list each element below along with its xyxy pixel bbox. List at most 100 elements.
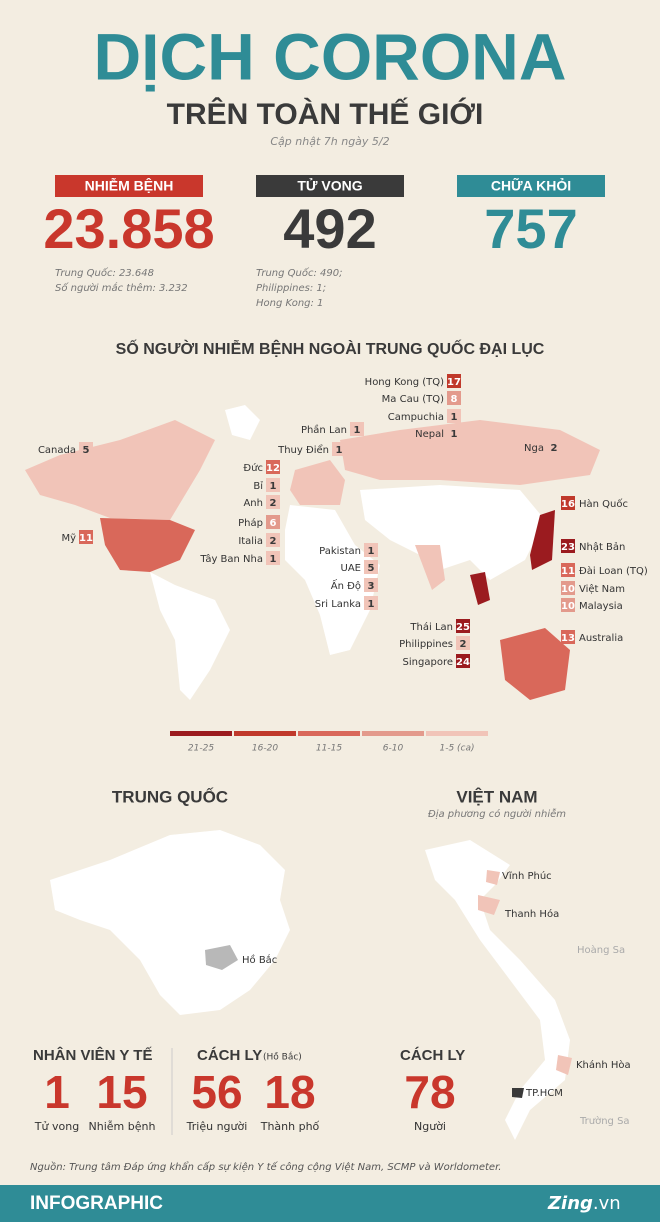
title: DỊCH CORONA [94, 19, 567, 93]
count-box [79, 442, 93, 456]
count-value: 1 [368, 546, 375, 557]
count-value: 13 [561, 633, 575, 644]
figure-value: 56 [191, 1066, 242, 1118]
legend-label: 16-20 [252, 744, 278, 754]
section-title: CÁCH LY [400, 1047, 465, 1064]
count-value: 1 [336, 445, 343, 456]
count-box [364, 543, 378, 557]
legend-swatch [234, 731, 296, 736]
stat-note: Philippines: 1; [256, 283, 326, 294]
count-value: 1 [354, 425, 361, 436]
stat-label-box [457, 175, 605, 197]
count-box [456, 636, 470, 650]
count-box [266, 460, 280, 474]
country-name: Nhật Bản [579, 541, 625, 553]
country-name: Đức [243, 462, 263, 474]
country-name: Australia [579, 633, 623, 644]
count-value: 1 [368, 599, 375, 610]
count-box [561, 598, 575, 612]
figure-value: 15 [96, 1066, 147, 1118]
country-name: Phần Lan [301, 424, 347, 436]
brand-domain: .vn [593, 1193, 621, 1214]
section-title: CÁCH LY [197, 1047, 262, 1064]
stat-note: Trung Quốc: 490; [256, 266, 342, 279]
legend-label: 6-10 [383, 744, 404, 754]
country-name: Philippines [399, 639, 453, 650]
country-name: Thái Lan [409, 621, 453, 633]
brand-name: Zing [547, 1193, 593, 1214]
place-label: Khánh Hòa [576, 1059, 631, 1071]
count-box [364, 596, 378, 610]
count-box [561, 563, 575, 577]
stat-value: 757 [484, 197, 577, 260]
count-box [364, 560, 378, 574]
stat-label-box [55, 175, 203, 197]
country-name: Tây Ban Nha [199, 553, 263, 565]
place-label: Hoàng Sa [577, 944, 625, 956]
china-map [50, 830, 290, 1015]
place-label: Vĩnh Phúc [502, 870, 552, 882]
count-box [79, 530, 93, 544]
count-value: 12 [266, 463, 280, 474]
count-box [547, 440, 561, 454]
count-box [266, 495, 280, 509]
figure-label: Tử vong [34, 1120, 79, 1133]
count-box [456, 619, 470, 633]
country-name: Singapore [403, 657, 453, 668]
place-label: Thanh Hóa [504, 908, 559, 920]
count-value: 1 [451, 429, 458, 440]
brand: Zing.vn [547, 1193, 621, 1214]
count-box [561, 539, 575, 553]
count-value: 16 [561, 499, 575, 510]
country-name: Thuy Điển [277, 443, 329, 456]
country-name: Nepal [415, 429, 444, 440]
stat-note: Trung Quốc: 23.648 [55, 266, 154, 279]
count-value: 1 [451, 412, 458, 423]
place-label: Trường Sa [579, 1115, 630, 1127]
legend-swatch [298, 731, 360, 736]
stat-label-box [256, 175, 404, 197]
country-name: Việt Nam [579, 583, 625, 595]
count-box [266, 551, 280, 565]
count-value: 1 [270, 554, 277, 565]
footer-bar [0, 1185, 660, 1222]
vinh-phuc-area [486, 870, 500, 885]
section-note: (Hồ Bắc) [263, 1052, 302, 1063]
figure-label: Nhiễm bệnh [89, 1120, 156, 1133]
thanh-hoa-area [478, 895, 500, 915]
count-box [266, 533, 280, 547]
count-value: 10 [561, 601, 575, 612]
count-box [456, 654, 470, 668]
khanh-hoa-area [556, 1055, 572, 1075]
china-title: TRUNG QUỐC [112, 786, 228, 806]
stat-label: NHIỄM BỆNH [85, 177, 174, 194]
stat-value: 492 [283, 197, 376, 260]
country-name: Pháp [238, 517, 263, 529]
count-value: 11 [79, 533, 93, 544]
count-box [364, 578, 378, 592]
stat-label: CHỮA KHỎI [491, 177, 571, 194]
figure-value: 18 [264, 1066, 315, 1118]
country-name: Bỉ [253, 480, 263, 492]
count-box [266, 515, 280, 529]
count-value: 3 [368, 581, 375, 592]
count-box [332, 442, 346, 456]
subtitle: TRÊN TOÀN THẾ GIỚI [167, 97, 484, 131]
country-name: Italia [238, 536, 263, 547]
count-box [561, 630, 575, 644]
country-name: Pakistan [319, 546, 361, 557]
legend-swatch [426, 731, 488, 736]
vietnam-title: VIỆT NAM [456, 787, 537, 806]
stat-value: 23.858 [43, 197, 214, 260]
count-value: 6 [270, 518, 277, 529]
country-name: Ma Cau (TQ) [382, 394, 444, 405]
count-box [447, 391, 461, 405]
country-name: Sri Lanka [315, 599, 361, 610]
region-label: Hồ Bắc [242, 953, 277, 966]
count-value: 11 [561, 566, 575, 577]
country-name: Malaysia [579, 601, 623, 612]
country-name: Hong Kong (TQ) [365, 377, 444, 388]
count-value: 17 [447, 377, 461, 388]
vietnam-map [425, 840, 570, 1140]
count-value: 23 [561, 542, 575, 553]
